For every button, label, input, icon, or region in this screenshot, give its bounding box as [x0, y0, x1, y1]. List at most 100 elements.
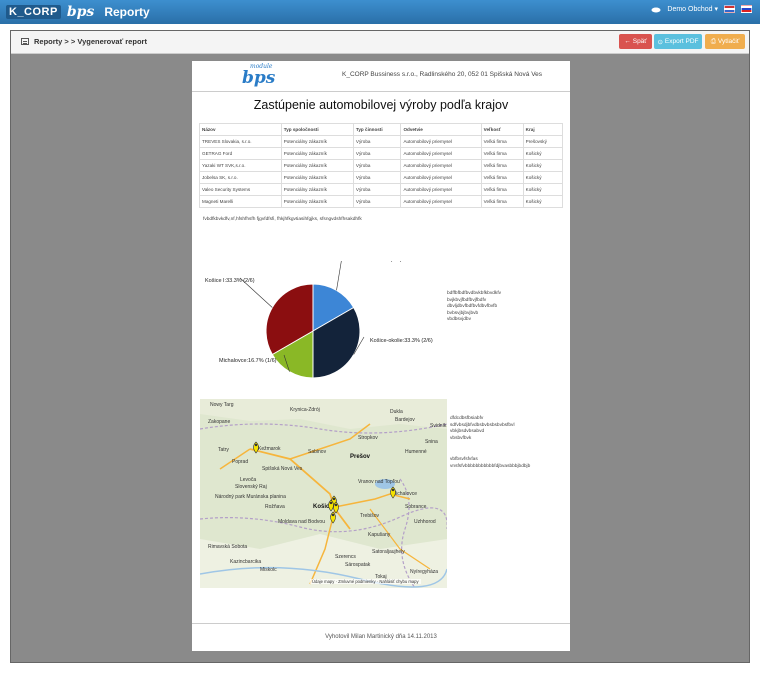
user-icon [651, 7, 661, 12]
table-cell: Výroba [352, 195, 402, 208]
app-title: Reporty [104, 5, 150, 19]
table-cell: Výroba [352, 171, 402, 184]
pie-slice[interactable] [312, 306, 361, 379]
table-row: Jobelsa SK, s.r.o. Potenciálny zákazník Vý… [199, 171, 564, 184]
report-footer: Vyhotovil Milan Martinický dňa 14.11.201… [192, 623, 570, 652]
table-cell: Košický [522, 159, 564, 172]
table-cell: Potenciálny zákazník [280, 183, 354, 196]
map-place-label: Miskolc [260, 567, 277, 573]
user-menu[interactable]: Demo Obchod ▾ [667, 5, 718, 13]
pie-slice[interactable] [265, 283, 314, 356]
slovak-flag-icon[interactable] [741, 5, 752, 13]
map-place-label: Kapušany [368, 532, 391, 538]
table-cell: Jobelsa SK, s.r.o. [199, 171, 282, 184]
export-pdf-label: Export PDF [664, 38, 699, 45]
map-place-label: Sabinov [308, 449, 327, 455]
pie-label-line [239, 277, 273, 308]
table-cell: Prešovský [522, 135, 564, 148]
map-place-label: Szerencs [335, 554, 356, 560]
map-data-link[interactable]: Údaje mapy [312, 579, 335, 584]
table-cell: Košický [522, 171, 564, 184]
map-place-label: Stropkov [358, 435, 378, 441]
table-cell: Automobilový priemysel [400, 135, 482, 148]
report-header: module bps K_CORP Bussiness s.r.o., Radl… [192, 61, 570, 92]
table-cell: Veľká firma [480, 195, 524, 208]
map-place-label: Levoča [240, 477, 257, 483]
print-button[interactable]: ⎙ Vytlačiť [705, 34, 745, 49]
table-cell: Potenciálny zákazník [280, 135, 354, 148]
export-pdf-button[interactable]: ⊙ Export PDF [654, 34, 702, 49]
table-cell: Výroba [352, 147, 402, 160]
table-cell: Veľká firma [480, 135, 524, 148]
table-cell: Výroba [352, 135, 402, 148]
breadcrumb-text[interactable]: Reporty > > Vygenerovať report [34, 37, 147, 46]
table-row: GETRAG Ford Potenciálny zákazník Výroba Aut… [199, 147, 564, 160]
map-place-label: Tokaj [375, 574, 387, 580]
table-cell: Veľká firma [480, 183, 524, 196]
map-place-label: Michalovce [392, 491, 418, 497]
map-terms-link[interactable]: Zmluvné podmienky [338, 579, 376, 584]
print-icon: ⎙ [710, 37, 716, 45]
table-cell: Automobilový priemysel [400, 183, 482, 196]
map-place-label: Vranov nad Topľou [358, 479, 400, 485]
pie-label-line [336, 261, 342, 291]
map-place-label: Kežmarok [258, 446, 281, 452]
map-note-2: vbfbsvfsfvfas vnsfsfvbbbbbbbbbbbfdjbvasb… [450, 457, 531, 469]
pie-note: bdffbfbdfbvdbvkbfkbvdkfv bvjkbvjfbdfbvjf… [447, 291, 502, 322]
report-title: Zastúpenie automobilovej výroby podľa kr… [253, 98, 509, 112]
map-place-label: Uzhhorod [414, 519, 436, 525]
pie-label-line [353, 336, 365, 355]
map-place-label: Nowy Targ [210, 402, 234, 408]
table-note: fvbdfkbvkdfv,nf,hfshfhsfh fjgvfdfsfi, fh… [203, 217, 362, 222]
table-cell: Košický [522, 195, 564, 208]
map-marker-michalovce[interactable] [390, 486, 396, 499]
column-header: Kraj [522, 123, 564, 136]
map-place-label: Zakopane [208, 419, 231, 425]
report-logo-module: module [250, 63, 273, 70]
column-header: Odvetvie [400, 123, 482, 136]
pie-slice-label: Michalovce:16.7% (1/6) [219, 358, 277, 364]
back-button[interactable]: ← Späť [619, 34, 652, 49]
table-row: Yazaki WT SVK,s.r.o. Potenciálny zákazník… [199, 159, 564, 172]
map-place-label: Humenné [405, 449, 427, 455]
map-note-1: dfdcdbsfbsiabfv sdfvbsdjbfvdbsbvbsbsbvbs… [450, 416, 515, 441]
report-panel: Reporty > > Vygenerovať report ← Späť ⊙ … [10, 30, 750, 663]
user-name: Demo Obchod [667, 6, 713, 13]
column-header: Veľkosť [480, 123, 524, 136]
map-place-label: Tatry [218, 447, 229, 453]
english-flag-icon[interactable] [724, 5, 735, 13]
company-address: K_CORP Bussiness s.r.o., Radlinského 20,… [342, 71, 543, 78]
chevron-down-icon: ▾ [714, 6, 718, 13]
map-report-error-link[interactable]: Nahlásiť chybu mapy [379, 579, 419, 584]
map-place-label: Snina [425, 439, 438, 445]
table-cell: Košický [522, 147, 564, 160]
table-cell: Magneti Marelli [199, 195, 282, 208]
table-row: Magneti Marelli Potenciálny zákazník Výrob… [199, 195, 564, 208]
map-marker-kosice-2[interactable] [328, 499, 334, 512]
map-marker-kosice-okolie[interactable] [330, 511, 336, 524]
column-header: Typ spoločnosti [280, 123, 354, 136]
pie-slice[interactable] [312, 283, 355, 332]
map-place-label: Slovenský Raj [235, 484, 267, 490]
user-area: Demo Obchod ▾ [651, 5, 752, 13]
table-row: TREVES Slovakia, s.r.o. Potenciálny zákaz… [199, 135, 564, 148]
map-place-label: Krynica-Zdrój [290, 407, 320, 413]
table-cell: Výroba [352, 183, 402, 196]
report-document: module bps K_CORP Bussiness s.r.o., Radl… [192, 61, 570, 651]
map-place-label: Košice [313, 504, 333, 510]
map-place-label: Národný park Muránska planina [215, 494, 286, 500]
report-logo: module bps [242, 63, 275, 89]
map-footer: Údaje mapy · Zmluvné podmienky · Nahlási… [310, 579, 421, 584]
table-cell: Potenciálny zákazník [280, 195, 354, 208]
pie-label-line [283, 354, 290, 372]
map-marker-kezmarok[interactable] [253, 441, 259, 454]
table-cell: Automobilový priemysel [400, 147, 482, 160]
map-place-label: Trebišov [360, 513, 379, 519]
table-icon [21, 38, 29, 45]
map-place-label: Dukla [390, 409, 403, 415]
region-map[interactable]: Nowy Targ Krynica-Zdrój Dukla Zakopane Barde… [200, 399, 447, 588]
app-logo[interactable]: K_CORP bps Reporty [6, 3, 150, 21]
map-marker-kosice-3[interactable] [333, 501, 339, 514]
report-author: Vyhotovil Milan Martinický dňa 14.11.201… [325, 634, 437, 640]
table-cell: Potenciálny zákazník [280, 159, 354, 172]
